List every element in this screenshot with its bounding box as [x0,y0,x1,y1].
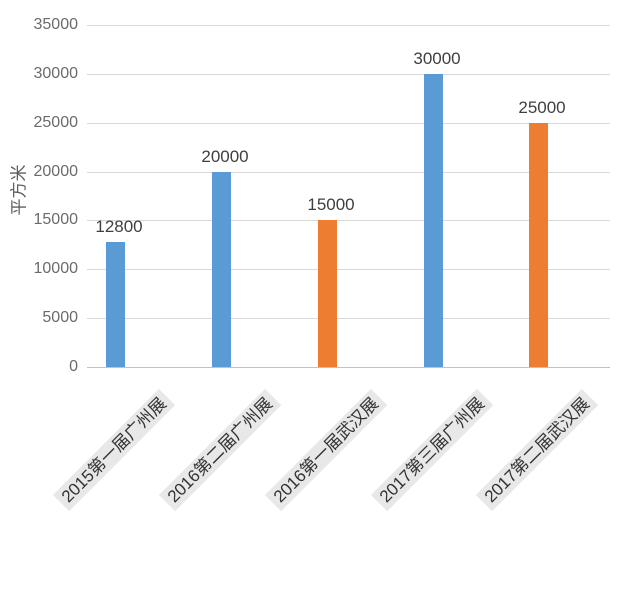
y-tick-label: 30000 [33,65,79,82]
x-category-label: 2017第三届广州展 [371,389,494,512]
bar [105,241,125,367]
gridline [87,220,610,221]
bar [317,220,337,367]
y-tick-label: 0 [69,358,78,375]
bar-value-label: 30000 [413,48,461,68]
gridline [87,172,610,173]
x-category-label: 2015第一届广州展 [53,389,176,512]
bar [211,171,231,367]
bar-value-label: 25000 [518,97,566,117]
x-category-label: 2016第二届广州展 [159,389,282,512]
x-category-label: 2016第一届武汉展 [265,389,388,512]
y-tick-label: 20000 [33,163,79,180]
y-tick-label: 15000 [33,211,79,228]
x-category-label: 2017第二届武汉展 [476,389,599,512]
bar-value-label: 20000 [201,146,249,166]
gridline [87,74,610,75]
gridline [87,269,610,270]
y-tick-label: 5000 [42,309,78,326]
gridline [87,318,610,319]
bar-value-label: 15000 [307,195,355,215]
bar [423,73,443,367]
y-tick-label: 35000 [33,16,79,33]
gridline [87,25,610,26]
bar-value-label: 12800 [95,216,143,236]
gridline [87,123,610,124]
x-axis-line [87,367,610,368]
y-tick-label: 10000 [33,260,79,277]
y-tick-label: 25000 [33,114,79,131]
bar [528,122,548,367]
